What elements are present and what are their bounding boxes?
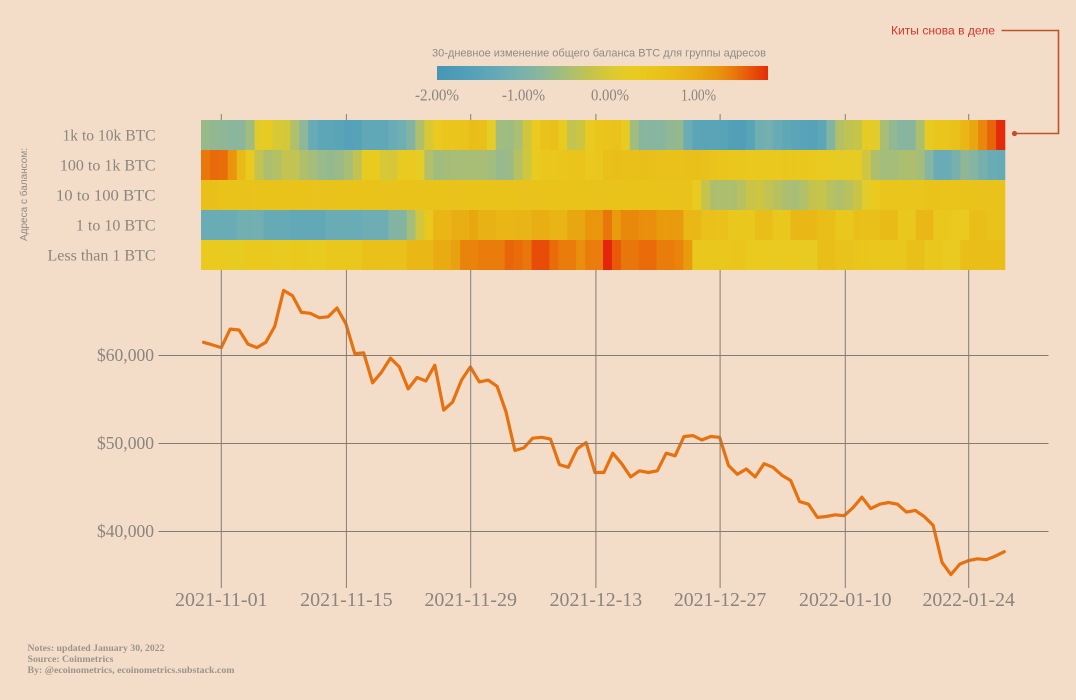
svg-text:Адреса с балансом:: Адреса с балансом:: [18, 148, 30, 241]
svg-text:-2.00%: -2.00%: [415, 86, 459, 105]
svg-text:2021-11-15: 2021-11-15: [300, 589, 393, 611]
svg-text:Less than 1 BTC: Less than 1 BTC: [48, 248, 156, 265]
svg-text:2022-01-24: 2022-01-24: [922, 589, 1015, 611]
svg-text:30-дневное изменение общего ба: 30-дневное изменение общего баланса BTC …: [432, 48, 766, 60]
svg-text:100 to 1k BTC: 100 to 1k BTC: [60, 158, 156, 175]
svg-text:1 to 10 BTC: 1 to 10 BTC: [76, 218, 156, 235]
svg-text:$40,000: $40,000: [97, 521, 154, 541]
svg-text:2021-11-29: 2021-11-29: [424, 589, 517, 611]
svg-text:1k to 10k BTC: 1k to 10k BTC: [63, 128, 156, 145]
svg-text:Source: Coinmetrics: Source: Coinmetrics: [28, 654, 114, 665]
svg-text:By: @ecoinometrics, ecoinometr: By: @ecoinometrics, ecoinometrics.substa…: [28, 665, 236, 676]
svg-text:0.00%: 0.00%: [591, 86, 629, 105]
svg-text:Киты снова в деле: Киты снова в деле: [891, 24, 995, 38]
svg-text:2022-01-10: 2022-01-10: [799, 589, 892, 611]
svg-text:1.00%: 1.00%: [681, 86, 716, 105]
svg-text:-1.00%: -1.00%: [502, 86, 545, 105]
svg-text:2021-12-27: 2021-12-27: [674, 589, 767, 611]
svg-text:$60,000: $60,000: [97, 345, 154, 365]
svg-text:2021-11-01: 2021-11-01: [175, 589, 268, 611]
svg-text:Notes: updated January 30, 202: Notes: updated January 30, 2022: [28, 643, 165, 654]
svg-text:2021-12-13: 2021-12-13: [550, 589, 643, 611]
svg-text:10 to 100 BTC: 10 to 100 BTC: [56, 188, 156, 205]
svg-text:$50,000: $50,000: [97, 433, 154, 453]
